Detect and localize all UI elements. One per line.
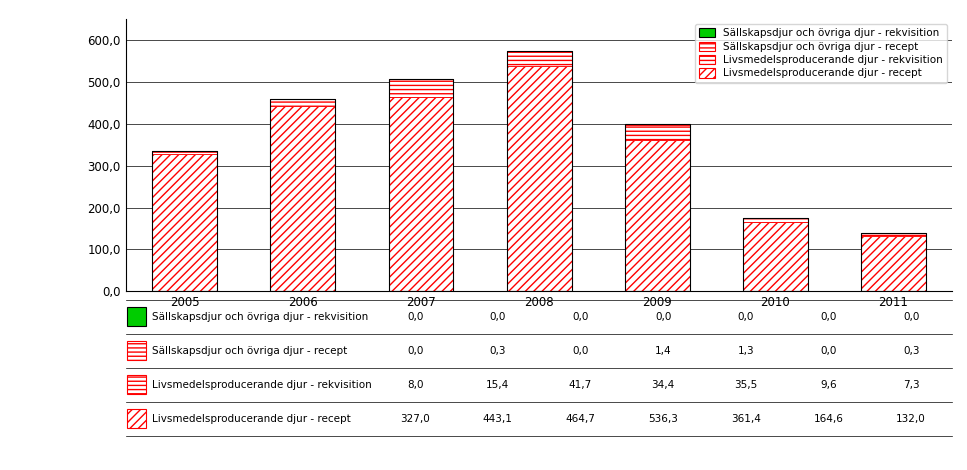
Bar [271, 99, 336, 291]
Bar [389, 96, 454, 291]
Bar [507, 52, 571, 291]
FancyBboxPatch shape [128, 341, 146, 360]
Bar [389, 79, 454, 291]
Bar [271, 106, 336, 291]
Bar [271, 99, 336, 106]
Text: 0,0: 0,0 [820, 312, 836, 321]
Bar [507, 66, 571, 291]
Text: 132,0: 132,0 [896, 414, 926, 423]
Legend: Sällskapsdjur och övriga djur - rekvisition, Sällskapsdjur och övriga djur - rec: Sällskapsdjur och övriga djur - rekvisit… [695, 24, 948, 83]
Text: 9,6: 9,6 [820, 380, 836, 390]
Text: 0,0: 0,0 [572, 345, 589, 356]
Bar [743, 222, 807, 291]
Text: Livsmedelsproducerande djur - rekvisition: Livsmedelsproducerande djur - rekvisitio… [152, 380, 372, 390]
Bar [743, 219, 807, 222]
Text: 0,3: 0,3 [903, 345, 920, 356]
Text: Sällskapsdjur och övriga djur - recept: Sällskapsdjur och övriga djur - recept [152, 345, 347, 356]
Text: 443,1: 443,1 [483, 414, 513, 423]
Text: 464,7: 464,7 [566, 414, 596, 423]
Text: 35,5: 35,5 [734, 380, 757, 390]
Text: 1,3: 1,3 [738, 345, 754, 356]
Text: 1,4: 1,4 [655, 345, 671, 356]
Bar [152, 151, 218, 291]
Text: 7,3: 7,3 [903, 380, 920, 390]
Text: 164,6: 164,6 [813, 414, 843, 423]
Text: 0,0: 0,0 [820, 345, 836, 356]
Bar [861, 233, 926, 291]
Text: 0,0: 0,0 [903, 312, 920, 321]
Bar [389, 79, 454, 96]
Text: 0,0: 0,0 [572, 312, 589, 321]
Bar [625, 125, 689, 140]
Bar [507, 52, 571, 66]
Bar [743, 219, 807, 291]
Bar [152, 151, 218, 154]
Text: 0,0: 0,0 [738, 312, 754, 321]
Text: 0,0: 0,0 [407, 312, 424, 321]
Text: 0,0: 0,0 [655, 312, 671, 321]
Text: 327,0: 327,0 [400, 414, 430, 423]
Text: 0,0: 0,0 [489, 312, 506, 321]
Text: 361,4: 361,4 [731, 414, 761, 423]
Bar [861, 236, 926, 291]
Bar [152, 154, 218, 291]
Text: 0,0: 0,0 [407, 345, 424, 356]
Text: 34,4: 34,4 [652, 380, 675, 390]
Text: Livsmedelsproducerande djur - recept: Livsmedelsproducerande djur - recept [152, 414, 351, 423]
Bar [625, 140, 689, 291]
FancyBboxPatch shape [128, 409, 146, 428]
Text: 536,3: 536,3 [648, 414, 678, 423]
Bar [861, 233, 926, 236]
FancyBboxPatch shape [128, 375, 146, 394]
Text: Sällskapsdjur och övriga djur - rekvisition: Sällskapsdjur och övriga djur - rekvisit… [152, 312, 368, 321]
FancyBboxPatch shape [128, 307, 146, 326]
Text: 8,0: 8,0 [407, 380, 424, 390]
Text: 41,7: 41,7 [569, 380, 592, 390]
Bar [625, 125, 689, 291]
Text: 0,3: 0,3 [489, 345, 506, 356]
Text: 15,4: 15,4 [486, 380, 510, 390]
